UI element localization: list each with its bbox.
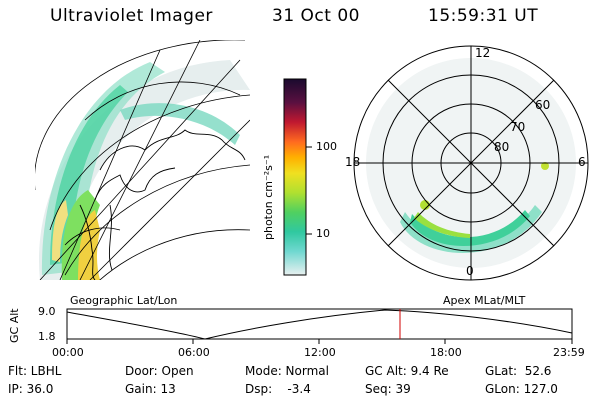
xtick-1800: 18:00	[430, 346, 462, 359]
colorbar-ticks	[306, 146, 312, 235]
xtick-2359: 23:59	[553, 346, 585, 359]
info-glat: GLat: 52.6	[485, 364, 552, 378]
info-gain: Gain: 13	[125, 382, 176, 396]
mlt-label-0: 0	[466, 264, 474, 278]
xtick-0600: 06:00	[178, 346, 210, 359]
instrument-title: Ultraviolet Imager	[50, 6, 213, 26]
mlt-label-12: 12	[475, 46, 491, 60]
geographic-label: Geographic Lat/Lon	[70, 294, 178, 307]
mlat-label-60: 60	[535, 98, 551, 112]
info-dsp: Dsp: -3.4	[245, 382, 311, 396]
timeline-ylabel: GC Alt	[8, 308, 21, 343]
apex-label: Apex MLat/MLT	[443, 294, 526, 307]
mlat-label-70: 70	[510, 120, 526, 134]
info-door: Door: Open	[125, 364, 194, 378]
mlt-label-18: 18	[345, 155, 361, 169]
time-label: 15:59:31 UT	[428, 6, 539, 26]
xtick-0000: 00:00	[52, 346, 84, 359]
xtick-1200: 12:00	[304, 346, 336, 359]
mlt-label-6: 6	[578, 155, 586, 169]
altitude-timeline	[66, 308, 573, 344]
geographic-map	[35, 40, 250, 280]
polar-plot	[353, 45, 589, 281]
ytick-1-8: 1.8	[38, 330, 56, 343]
info-flt: Flt: LBHL	[8, 364, 62, 378]
ytick-9: 9.0	[38, 305, 56, 318]
mlat-label-80: 80	[494, 140, 510, 154]
info-glon: GLon: 127.0	[485, 382, 558, 396]
colorbar	[283, 78, 307, 276]
info-seq: Seq: 39	[365, 382, 411, 396]
colorbar-tick-10: 10	[316, 227, 330, 240]
colorbar-tick-100: 100	[316, 140, 337, 153]
colorbar-unit-label: photon cm⁻²s⁻¹	[262, 154, 275, 240]
date-label: 31 Oct 00	[272, 6, 360, 26]
info-gcalt: GC Alt: 9.4 Re	[365, 364, 449, 378]
info-ip: IP: 36.0	[8, 382, 54, 396]
info-mode: Mode: Normal	[245, 364, 329, 378]
